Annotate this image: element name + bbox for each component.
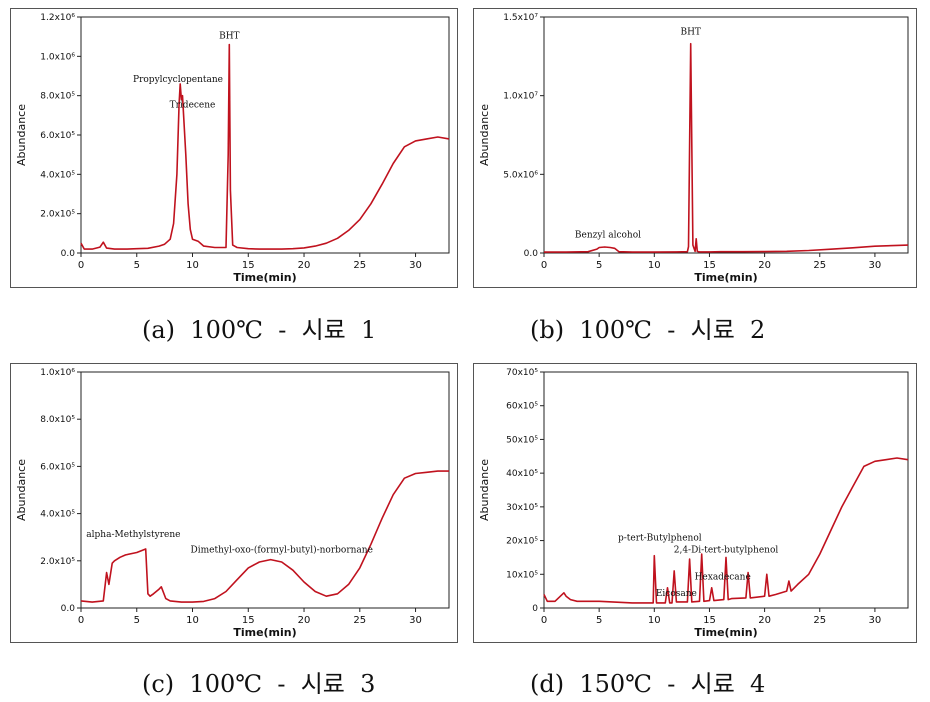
x-tick-label: 0 <box>541 260 547 271</box>
y-tick-label: 0.0 <box>61 604 76 614</box>
x-tick-label: 20 <box>758 260 771 271</box>
x-tick-label: 30 <box>869 615 882 626</box>
y-tick-label: 6.0x10⁵ <box>40 131 75 141</box>
plot-frame <box>80 371 450 609</box>
y-tick-label: 70x10⁵ <box>506 368 538 378</box>
x-tick-label: 15 <box>703 260 716 271</box>
y-tick-label: 1.2x10⁶ <box>40 13 75 23</box>
chart-panel-a: 0 5 10 15 20 25 30 0.0 2.0x10⁵ 4.0x10⁵ 6.0x10⁵ 8.0x… <box>10 8 458 288</box>
peak-annotation: Hexadecane <box>695 572 751 582</box>
y-tick-label: 6.0x10⁵ <box>40 462 75 472</box>
x-tick-label: 20 <box>298 260 311 271</box>
y-tick-label: 1.0x10⁶ <box>40 52 75 62</box>
peak-annotation: Benzyl alcohol <box>575 230 641 240</box>
y-tick-label: 10x10⁵ <box>506 570 538 580</box>
x-tick-label: 5 <box>596 260 602 271</box>
y-tick-label: 1.0x10⁶ <box>40 368 75 378</box>
peak-annotation: 2,4-Di-tert-butylphenol <box>674 545 779 555</box>
peak-annotation: BHT <box>680 27 700 37</box>
y-axis-label: Abundance <box>15 459 28 521</box>
x-tick-label: 25 <box>813 615 826 626</box>
x-tick-label: 5 <box>134 615 140 626</box>
y-tick-label: 40x10⁵ <box>506 469 538 479</box>
x-tick-label: 15 <box>703 615 716 626</box>
peak-annotation: Dimethyl-oxo-(formyl-butyl)-norbornane <box>191 545 373 556</box>
peak-annotation: alpha-Methylstyrene <box>86 530 180 540</box>
y-tick-label: 2.0x10⁵ <box>40 557 75 567</box>
x-tick-label: 30 <box>409 260 422 271</box>
y-axis-label: Abundance <box>478 459 491 521</box>
peak-annotation: BHT <box>219 32 239 42</box>
chart-panel-c: 0 5 10 15 20 25 30 0.0 2.0x10⁵ 4.0x10⁵ 6.0x10⁵ 8.0x… <box>10 363 458 643</box>
caption-c: (c) 100℃ - 시료 3 <box>142 670 376 698</box>
caption-b: (b) 100℃ - 시료 2 <box>530 316 766 344</box>
x-axis-label: Time(min) <box>233 271 296 284</box>
x-tick-label: 30 <box>409 615 422 626</box>
x-tick-label: 30 <box>869 260 882 271</box>
y-tick-label: 0.0 <box>61 249 76 259</box>
y-tick-label: 5.0x10⁶ <box>503 170 538 180</box>
x-tick-label: 5 <box>134 260 140 271</box>
x-tick-label: 0 <box>78 260 84 271</box>
peak-annotation: Tridecene <box>170 100 216 110</box>
y-tick-label: 0 <box>532 604 538 614</box>
series-line <box>543 457 909 604</box>
plot-frame <box>543 16 909 254</box>
y-tick-label: 2.0x10⁵ <box>40 210 75 220</box>
series-line <box>80 43 450 250</box>
y-tick-label: 60x10⁵ <box>506 402 538 412</box>
x-tick-label: 10 <box>186 615 199 626</box>
caption-a: (a) 100℃ - 시료 1 <box>142 316 377 344</box>
chart-d-svg: 0 5 10 15 20 25 30 0 10x10⁵ 20x10⁵ 30x10⁵ 40x10⁵ 50x… <box>478 368 909 639</box>
y-tick-label: 30x10⁵ <box>506 503 538 513</box>
x-tick-label: 5 <box>596 615 602 626</box>
x-tick-label: 15 <box>242 615 255 626</box>
y-tick-label: 0.0 <box>524 249 539 259</box>
x-tick-label: 25 <box>353 260 366 271</box>
y-tick-label: 1.5x10⁷ <box>503 13 538 23</box>
x-tick-label: 10 <box>186 260 199 271</box>
plot-frame <box>80 16 450 254</box>
chart-b-svg: 0 5 10 15 20 25 30 0.0 5.0x10⁶ 1.0x10⁷ 1.5x10⁷ Time… <box>478 13 909 284</box>
x-tick-label: 20 <box>758 615 771 626</box>
series-line <box>544 42 909 253</box>
y-tick-label: 4.0x10⁵ <box>40 510 75 520</box>
y-tick-label: 50x10⁵ <box>506 435 538 445</box>
x-tick-label: 0 <box>541 615 547 626</box>
peak-annotation: p-tert-Butylphenol <box>618 534 702 544</box>
peak-annotation: Propylcyclopentane <box>133 75 223 85</box>
y-tick-label: 1.0x10⁷ <box>503 92 538 102</box>
caption-d: (d) 150℃ - 시료 4 <box>530 670 766 698</box>
x-tick-label: 10 <box>648 260 661 271</box>
x-tick-label: 10 <box>648 615 661 626</box>
chart-c-svg: 0 5 10 15 20 25 30 0.0 2.0x10⁵ 4.0x10⁵ 6.0x10⁵ 8.0x… <box>15 368 450 639</box>
y-axis-label: Abundance <box>478 104 491 166</box>
y-tick-label: 8.0x10⁵ <box>40 92 75 102</box>
x-tick-label: 15 <box>242 260 255 271</box>
x-tick-label: 0 <box>78 615 84 626</box>
chart-panel-d: 0 5 10 15 20 25 30 0 10x10⁵ 20x10⁵ 30x10⁵ 40x10⁵ 50x… <box>473 363 917 643</box>
chart-a-svg: 0 5 10 15 20 25 30 0.0 2.0x10⁵ 4.0x10⁵ 6.0x10⁵ 8.0x… <box>15 13 450 284</box>
x-tick-label: 25 <box>813 260 826 271</box>
y-tick-label: 4.0x10⁵ <box>40 170 75 180</box>
x-axis-label: Time(min) <box>233 626 296 639</box>
series-line <box>80 470 449 603</box>
x-axis-label: Time(min) <box>694 271 757 284</box>
x-axis-label: Time(min) <box>694 626 757 639</box>
chart-panel-b: 0 5 10 15 20 25 30 0.0 5.0x10⁶ 1.0x10⁷ 1.5x10⁷ Time… <box>473 8 917 288</box>
x-tick-label: 20 <box>298 615 311 626</box>
x-tick-label: 25 <box>353 615 366 626</box>
y-tick-label: 8.0x10⁵ <box>40 415 75 425</box>
plot-frame <box>543 371 909 609</box>
y-tick-label: 20x10⁵ <box>506 537 538 547</box>
peak-annotation: Eicosane <box>656 589 697 599</box>
y-axis-label: Abundance <box>15 104 28 166</box>
